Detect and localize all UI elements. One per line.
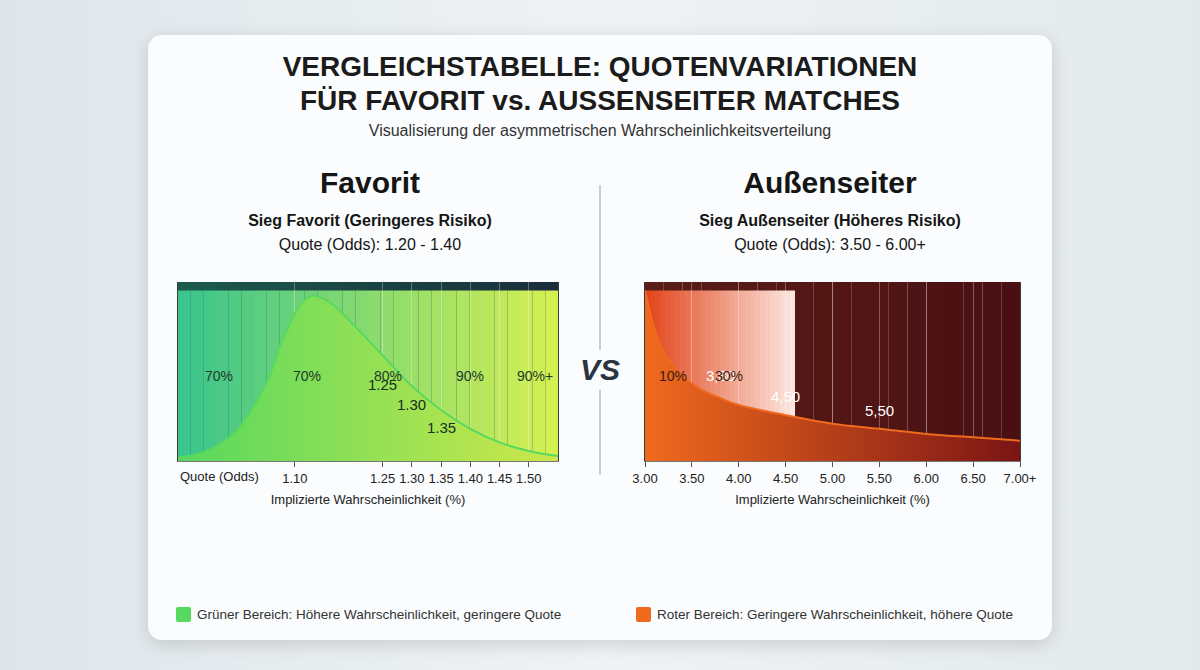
svg-text:4.00: 4.00 <box>726 471 751 486</box>
svg-text:70%: 70% <box>205 368 233 384</box>
svg-text:5,50: 5,50 <box>865 402 894 419</box>
svg-text:4.50: 4.50 <box>773 471 798 486</box>
html-text:Sieg Favorit (Geringeres Risik: Sieg Favorit (Geringeres Risiko) <box>248 212 492 229</box>
html-text:VS: VS <box>580 353 620 386</box>
svg-text:3,80: 3,80 <box>706 367 735 384</box>
svg-text:Implizierte Wahrscheinlichkeit: Implizierte Wahrscheinlichkeit (%) <box>271 492 466 507</box>
svg-text:1.25: 1.25 <box>368 376 397 393</box>
svg-text:1.30: 1.30 <box>397 396 426 413</box>
svg-text:30%: 30% <box>715 368 743 384</box>
svg-text:70%: 70% <box>293 368 321 384</box>
html-text:Grüner Bereich: Höhere Wahrsch: Grüner Bereich: Höhere Wahrscheinlichkei… <box>197 607 562 622</box>
svg-text:1.35: 1.35 <box>428 471 453 486</box>
svg-text:6.00: 6.00 <box>914 471 939 486</box>
html-text:Quote (Odds): 3.50 - 6.00+: Quote (Odds): 3.50 - 6.00+ <box>734 236 926 253</box>
html-text:FÜR FAVORIT vs. AUSSENSEITER M: FÜR FAVORIT vs. AUSSENSEITER MATCHES <box>300 85 900 116</box>
svg-text:3.00: 3.00 <box>632 471 657 486</box>
svg-text:1.10: 1.10 <box>282 471 307 486</box>
svg-text:90%: 90% <box>456 368 484 384</box>
svg-text:1.25: 1.25 <box>370 471 395 486</box>
html-text:VERGLEICHSTABELLE: QUOTENVARIA: VERGLEICHSTABELLE: QUOTENVARIATIONEN <box>282 51 918 82</box>
svg-text:10%: 10% <box>659 368 687 384</box>
html-text:Visualisierung der asymmetrisc: Visualisierung der asymmetrischen Wahrsc… <box>368 122 832 139</box>
svg-text:90%+: 90%+ <box>517 368 553 384</box>
svg-text:1.50: 1.50 <box>516 471 541 486</box>
svg-text:7.00+: 7.00+ <box>1004 471 1037 486</box>
svg-text:1.45: 1.45 <box>487 471 512 486</box>
svg-text:5.50: 5.50 <box>867 471 892 486</box>
svg-text:1.35: 1.35 <box>427 419 456 436</box>
svg-text:Implizierte Wahrscheinlichkeit: Implizierte Wahrscheinlichkeit (%) <box>735 492 930 507</box>
html-text:Quote (Odds): 1.20 - 1.40: Quote (Odds): 1.20 - 1.40 <box>278 236 462 253</box>
html-text:Sieg Außenseiter (Höheres Risi: Sieg Außenseiter (Höheres Risiko) <box>699 212 961 229</box>
svg-text:1.30: 1.30 <box>399 471 424 486</box>
html-text:Außenseiter: Außenseiter <box>743 166 917 199</box>
svg-text:5.00: 5.00 <box>820 471 845 486</box>
html-text:Roter Bereich: Geringere Wahrs: Roter Bereich: Geringere Wahrscheinlichk… <box>657 607 1013 622</box>
svg-text:80%: 80% <box>374 368 402 384</box>
svg-text:Quote (Odds): Quote (Odds) <box>180 469 259 484</box>
html-text:Favorit: Favorit <box>320 166 420 199</box>
svg-text:3.50: 3.50 <box>679 471 704 486</box>
svg-text:6.50: 6.50 <box>960 471 985 486</box>
svg-text:1.40: 1.40 <box>458 471 483 486</box>
svg-text:4,50: 4,50 <box>771 388 800 405</box>
